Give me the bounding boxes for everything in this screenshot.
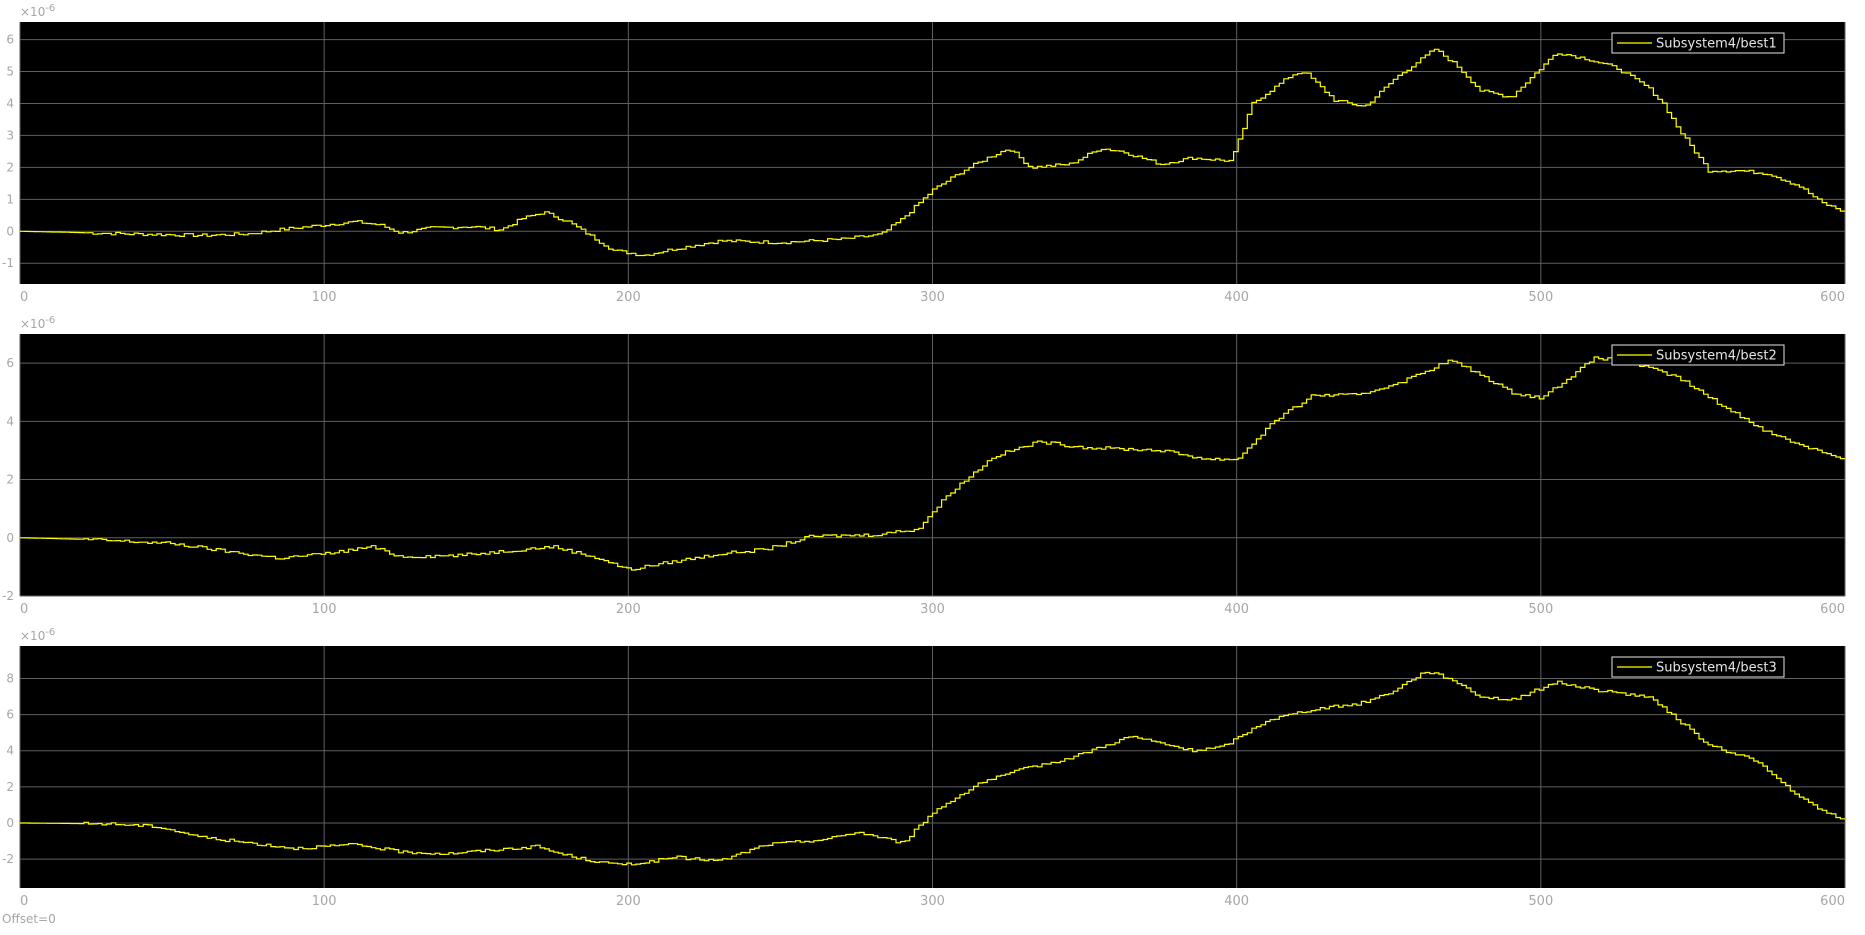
legend-box: [1611, 656, 1785, 678]
x-tick-label: 600: [1820, 602, 1845, 617]
x-tick-label: 600: [1820, 290, 1845, 305]
y-tick-label: 1: [6, 192, 14, 206]
exponent-power: -6: [45, 627, 55, 638]
exponent-power: -6: [45, 3, 55, 14]
exponent-label: ×10-6: [20, 3, 55, 19]
scope-panel-3: 0 100 200 300 400 500 600 -2 0 2 4 6 8 ×10-6 Subsystem…: [2, 627, 1846, 909]
y-tick-label: 0: [6, 531, 14, 545]
y-tick-label: 0: [6, 224, 14, 238]
x-tick-label: 0: [20, 894, 28, 909]
x-tick-label: 0: [20, 602, 28, 617]
y-tick-label: 6: [6, 33, 14, 47]
x-tick-label: 100: [312, 894, 337, 909]
scope-panel-1: 0 100 200 300 400 500 600 -1 0 1 2 3 4 5 6 ×10-6 Subsyst…: [2, 3, 1846, 305]
y-tick-label: 4: [6, 414, 14, 428]
y-tick-label: 3: [6, 128, 14, 142]
offset-label: Offset=0: [2, 912, 56, 926]
y-tick-label: 6: [6, 356, 14, 370]
exponent-label: ×10-6: [20, 315, 55, 331]
y-tick-label: 2: [6, 780, 14, 794]
y-tick-label: 2: [6, 473, 14, 487]
y-tick-label: -2: [2, 589, 14, 603]
legend-label: Subsystem4/best3: [1656, 661, 1777, 676]
y-tick-label: 5: [6, 65, 14, 79]
signal-trace-2: [20, 356, 1845, 571]
x-tick-label: 300: [920, 894, 945, 909]
legend-1[interactable]: Subsystem4/best1: [1611, 32, 1785, 54]
x-tick-label: 100: [312, 602, 337, 617]
x-tick-label: 300: [920, 602, 945, 617]
legend-3[interactable]: Subsystem4/best3: [1611, 656, 1785, 678]
x-tick-label: 600: [1820, 894, 1845, 909]
legend-2[interactable]: Subsystem4/best2: [1611, 344, 1785, 366]
legend-label: Subsystem4/best1: [1656, 37, 1777, 52]
y-tick-label: 4: [6, 96, 14, 110]
y-tick-label: -1: [2, 256, 14, 270]
y-tick-label: 0: [6, 816, 14, 830]
x-tick-label: 300: [920, 290, 945, 305]
y-tick-label: -2: [2, 852, 14, 866]
y-tick-label: 4: [6, 744, 14, 758]
x-tick-label: 200: [616, 894, 641, 909]
legend-box: [1611, 32, 1785, 54]
y-tick-label: 8: [6, 672, 14, 686]
x-tick-label: 100: [312, 290, 337, 305]
scope-panel-2: 0 100 200 300 400 500 600 -2 0 2 4 6 ×10-6 Subsystem4…: [2, 315, 1846, 617]
legend-label: Subsystem4/best2: [1656, 349, 1777, 364]
x-tick-label: 500: [1528, 602, 1553, 617]
x-tick-label: 400: [1224, 602, 1249, 617]
y-tick-label: 6: [6, 708, 14, 722]
legend-box: [1611, 344, 1785, 366]
x-tick-label: 500: [1528, 290, 1553, 305]
exponent-label: ×10-6: [20, 627, 55, 643]
x-tick-label: 400: [1224, 894, 1249, 909]
x-tick-label: 500: [1528, 894, 1553, 909]
y-tick-label: 2: [6, 160, 14, 174]
signal-trace-1: [20, 48, 1845, 257]
signal-trace-3: [20, 671, 1845, 866]
exponent-power: -6: [45, 315, 55, 326]
x-tick-label: 0: [20, 290, 28, 305]
x-tick-label: 200: [616, 602, 641, 617]
x-tick-label: 400: [1224, 290, 1249, 305]
x-tick-label: 200: [616, 290, 641, 305]
